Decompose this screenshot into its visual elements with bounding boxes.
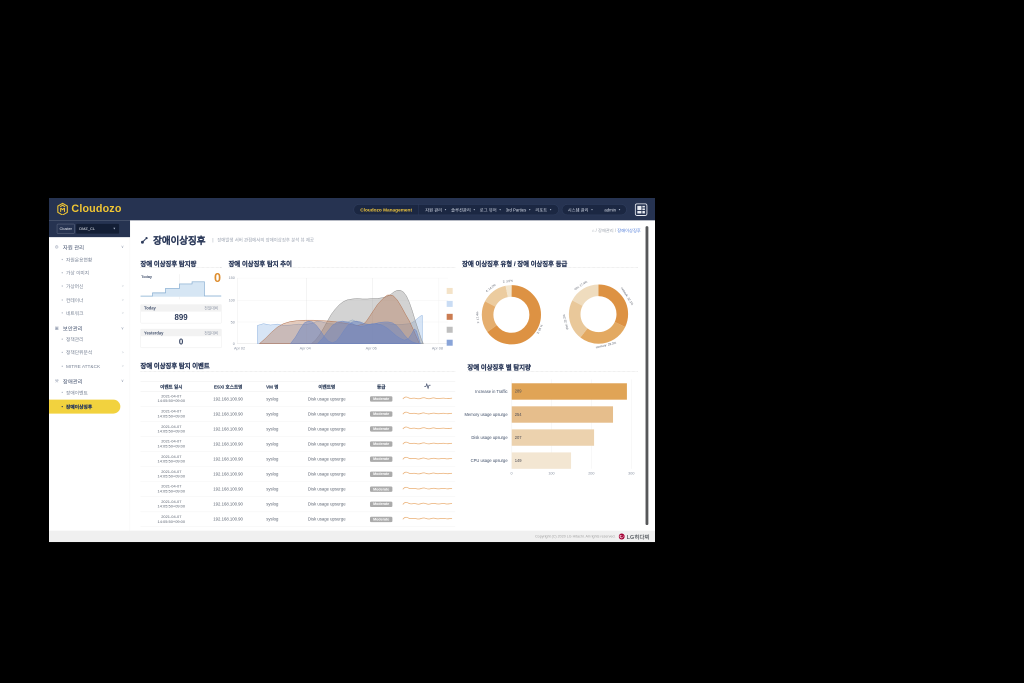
- svg-text:3: 65 %: 3: 65 %: [536, 324, 544, 335]
- svg-text:2: 3.5%: 2: 3.5%: [503, 279, 514, 284]
- svg-text:4: 14.3%: 4: 14.3%: [485, 283, 497, 294]
- svg-text:cpu: 17.4%: cpu: 17.4%: [573, 280, 588, 291]
- svg-text:1: 17.4%: 1: 17.4%: [475, 311, 480, 323]
- svg-text:memory: 28.3%: memory: 28.3%: [595, 341, 617, 350]
- svg-text:disk: 22.2%: disk: 22.2%: [562, 314, 570, 330]
